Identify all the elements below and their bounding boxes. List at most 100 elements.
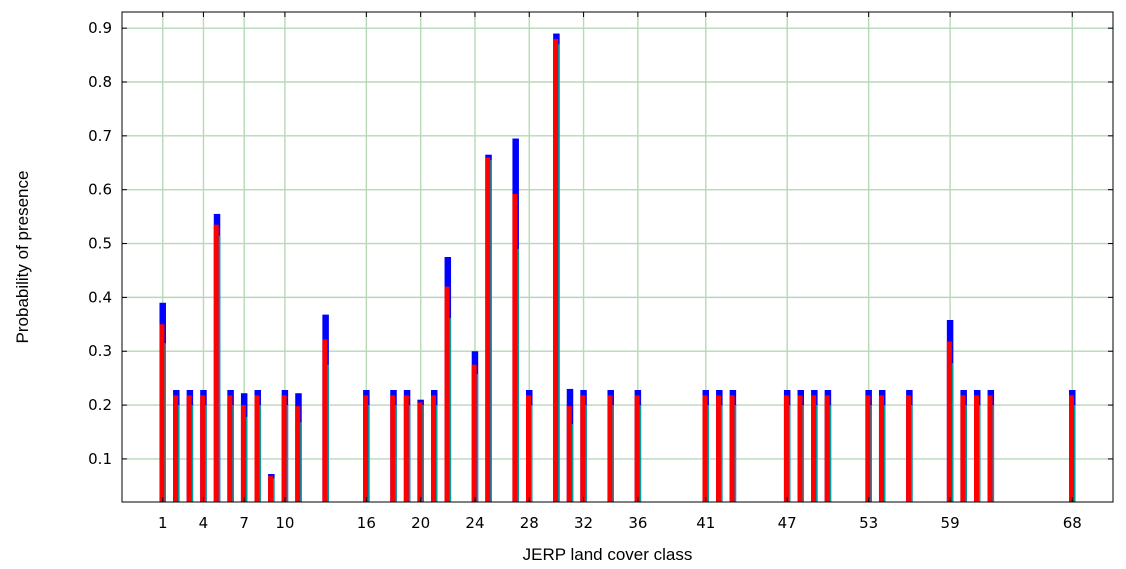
bar-lower [531,405,533,502]
bar-middle [973,395,979,502]
bar-middle [390,395,396,502]
y-tick-label: 0.8 [88,73,112,91]
bar-group [716,390,723,502]
bar-middle [553,38,559,503]
bar-group [295,393,302,502]
bar-group [566,388,574,502]
bar-middle [281,395,287,502]
x-tick-label: 68 [1063,514,1082,532]
bar-lower [368,405,370,502]
bar-group [824,390,832,502]
x-tick-label: 28 [520,514,539,532]
bar-lower [435,405,438,502]
y-axis-ticks: 0.1 0.2 0.3 0.4 0.5 0.6 0.7 0.8 0.9 [88,19,1113,468]
bar-group [485,154,492,503]
x-tick-label: 10 [275,514,294,532]
bar-group [213,213,221,502]
bar-group [946,320,954,502]
bar-middle [729,395,735,502]
bar-middle [783,395,789,502]
bar-lower [517,248,519,502]
bar-middle [240,405,246,502]
x-axis-ticks: 1 4 7 10 16 20 24 28 32 36 41 47 53 59 68 [158,12,1082,532]
bar-group [973,390,981,502]
x-tick-label: 41 [696,514,715,532]
bar-middle [1069,395,1075,502]
bar-group [512,138,519,503]
bar-lower [476,373,479,502]
y-tick-label: 0.2 [88,396,112,414]
y-tick-label: 0.5 [88,235,112,253]
bar-lower [870,405,872,502]
bar-group [526,390,533,502]
x-tick-label: 7 [239,514,249,532]
bar-lower [829,405,832,502]
bar-middle [946,341,952,502]
bar-group [553,33,560,503]
bar-group [783,390,791,502]
bar-lower [232,405,234,502]
y-tick-label: 0.1 [88,450,112,468]
bar-lower [571,423,574,502]
y-axis-title: Probability of presence [13,171,32,344]
x-tick-label: 4 [199,514,209,532]
y-tick-label: 0.7 [88,127,112,145]
bar-lower [788,405,791,502]
bar-middle [417,402,423,502]
bar-lower [178,405,180,502]
bar-middle [403,395,409,502]
bar-group [159,302,166,502]
bar-lower [951,363,954,502]
y-tick-label: 0.3 [88,342,112,360]
bar-group [173,390,180,502]
bar-middle [268,476,274,502]
bar-group [729,390,737,502]
bar-lower [992,405,995,502]
y-tick-label: 0.9 [88,19,112,37]
x-tick-label: 53 [859,514,878,532]
bar-group [281,390,289,502]
bar-lower [911,405,913,502]
bar-middle [526,395,532,502]
bar-middle [811,395,817,502]
x-tick-label: 20 [411,514,430,532]
bar-group [702,390,709,502]
bar-lower [408,405,411,502]
bar-lower [883,405,886,502]
bar-middle [254,395,260,502]
bar-middle [200,395,206,502]
x-tick-label: 1 [158,514,168,532]
bar-group [200,390,207,502]
bar-middle [159,324,165,502]
bar-lower [449,317,452,502]
bar-lower [707,405,709,502]
x-tick-label: 36 [628,514,647,532]
bar-lower [558,44,560,503]
bar-group [1069,390,1076,502]
bar-group [363,390,370,502]
bar-lower [395,405,397,502]
bar-group [417,399,424,502]
bar-lower [191,405,194,502]
bar-middle [960,395,966,502]
y-tick-label: 0.6 [88,181,112,199]
bar-lower [978,405,981,502]
bar-middle [716,395,722,502]
bar-lower [245,416,248,502]
bar-middle [607,395,613,502]
bar-group [227,390,234,502]
bar-group [960,390,967,502]
bar-middle [865,395,871,502]
bar-lower [734,405,737,502]
bar-lower [965,405,967,502]
bar-lower [422,405,424,502]
bar-group [322,314,329,502]
bar-middle [430,395,436,502]
bar-group [430,390,438,502]
x-tick-label: 32 [574,514,593,532]
bar-lower [327,364,329,502]
bar-lower [273,478,275,502]
bar-lower [612,405,614,502]
bar-middle [906,395,912,502]
